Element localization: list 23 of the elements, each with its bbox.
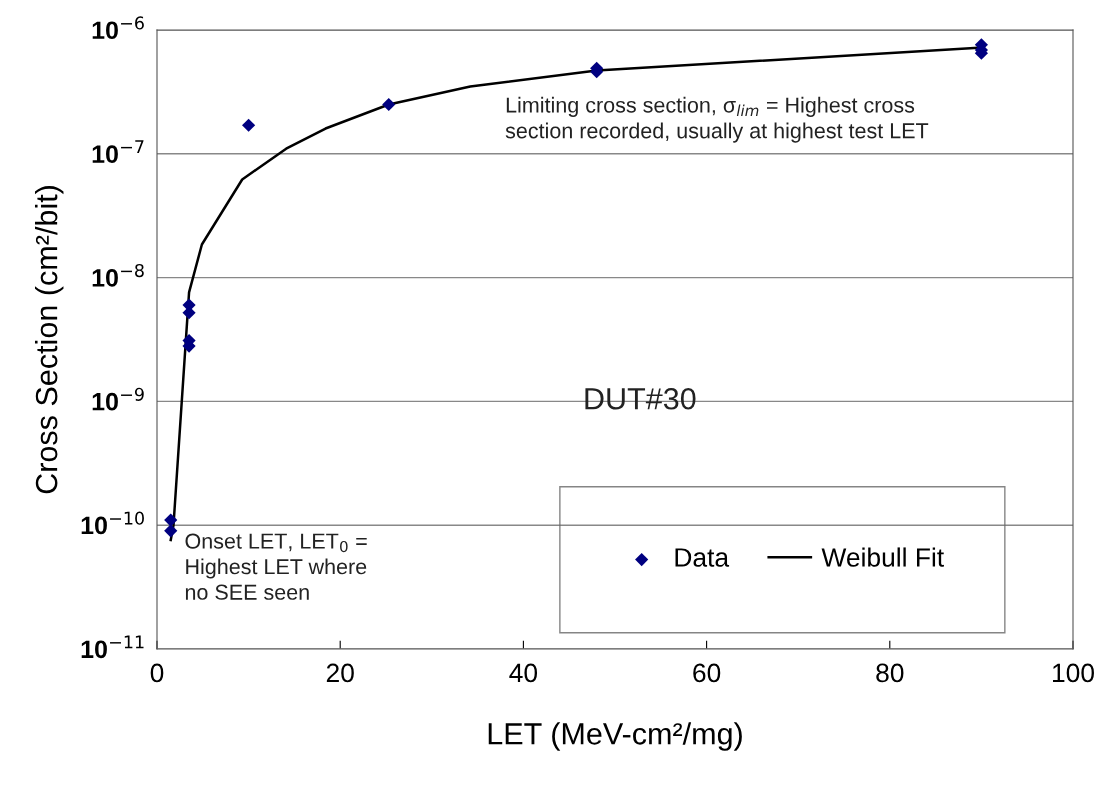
x-tick-label: 0	[150, 663, 164, 683]
x-axis-title: LET (MeV-cm²/mg)	[488, 722, 742, 751]
y-tick-label: 10$^{−7}$	[92, 140, 144, 163]
x-tick-label: 100	[1053, 663, 1094, 683]
x-tick-label: 60	[693, 663, 721, 683]
annotation: DUT#30	[585, 387, 696, 410]
legend-label: Weibull Fit	[821, 547, 944, 567]
point	[382, 97, 396, 112]
point	[242, 118, 256, 132]
point	[164, 513, 178, 527]
annotation: Limiting cross section, σ$_{lim}$ = Highest cross section recorded, usually at highest test LET	[505, 96, 929, 143]
x-tick-label: 20	[326, 663, 354, 683]
x-tick-label: 80	[876, 663, 904, 683]
y-tick-label: 10$^{−9}$	[92, 387, 144, 411]
point	[164, 524, 178, 538]
y-tick-label: 10$^{−11}$	[81, 635, 144, 659]
y-tick-label: 10$^{−10}$	[81, 511, 144, 535]
y-tick-label: 10$^{−8}$	[92, 263, 144, 287]
y-axis-title: Cross Section (cm²/bit)	[34, 186, 64, 494]
annotation: Onset LET, LET$_{0}$ = Highest LET where no SEE seen	[185, 533, 367, 600]
x-tick-label: 40	[509, 663, 538, 683]
legend-label: Data	[675, 548, 730, 567]
y-tick-label: 10$^{−6}$	[92, 16, 144, 40]
